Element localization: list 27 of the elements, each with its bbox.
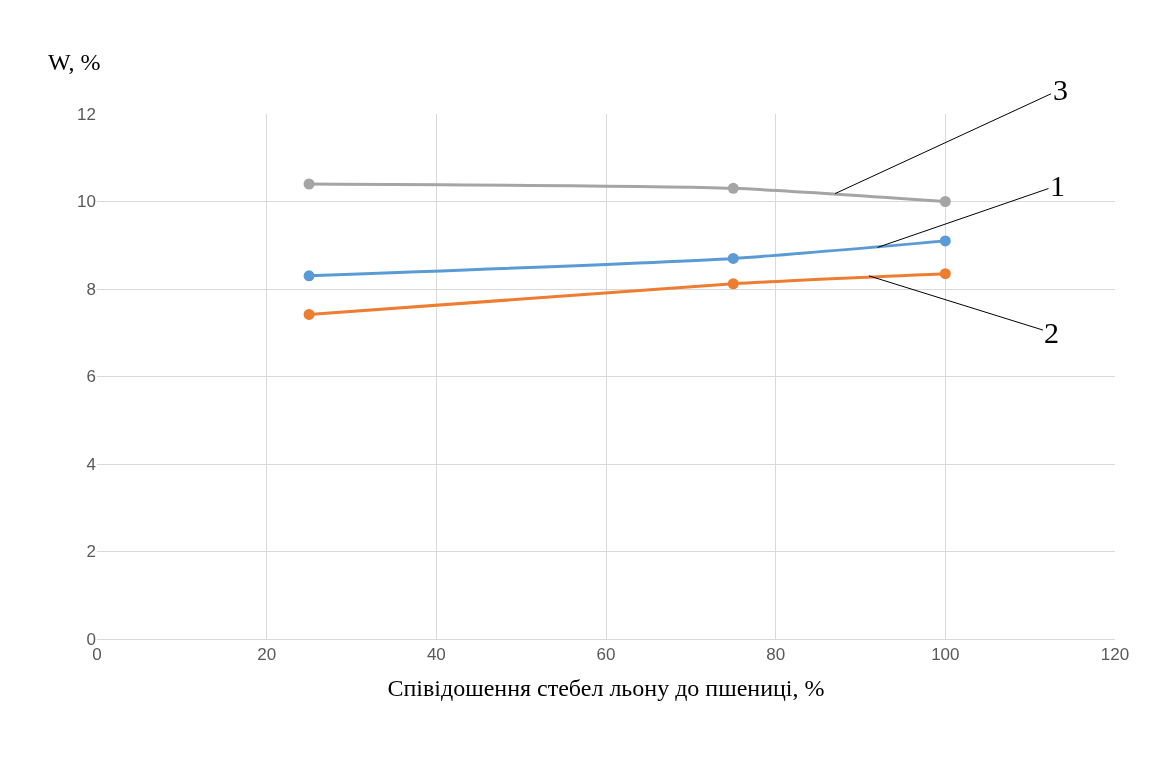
point (939, 196, 951, 207)
annotation: 3 (1053, 73, 1068, 106)
x-tick-label: 40 (426, 645, 446, 665)
y-tick-label: 0 (86, 629, 96, 649)
x-tick-label: 60 (596, 645, 616, 665)
x-tick-label: 80 (766, 645, 786, 665)
point (303, 178, 315, 190)
point (303, 308, 315, 320)
point (727, 278, 739, 290)
y-tick-label: 6 (86, 367, 96, 387)
x-tick-label: 20 (257, 645, 277, 665)
y-tick-label: 10 (77, 192, 96, 212)
point (939, 268, 951, 280)
y-tick-label: 4 (86, 454, 96, 474)
point (727, 182, 739, 194)
annotation: 2 (1044, 316, 1059, 349)
point (939, 235, 951, 247)
x-tick-label: 100 (931, 645, 960, 665)
annotation: 1 (1050, 169, 1065, 202)
x-axis-title: Співідошення стебел льону до пшениці, % (387, 674, 825, 701)
y-tick-label: 8 (86, 279, 96, 299)
y-tick-label: 2 (86, 542, 96, 562)
y-axis-title: W, % (48, 49, 101, 75)
y-tick-label: 12 (77, 104, 96, 124)
point (303, 270, 315, 282)
point (727, 252, 739, 264)
x-tick-label: 120 (1100, 645, 1130, 665)
